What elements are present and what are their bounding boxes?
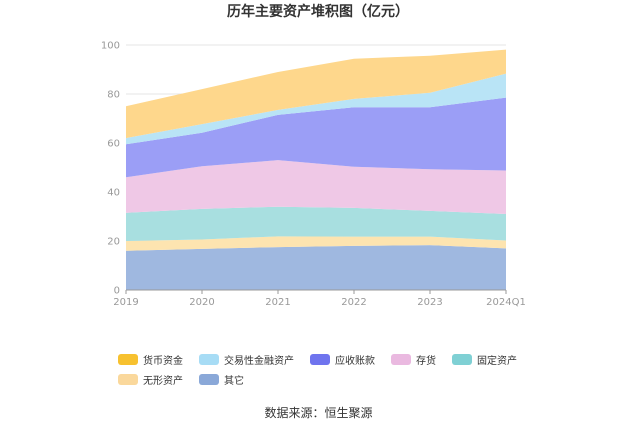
legend-item[interactable]: 应收账款	[310, 352, 375, 367]
source-note: 数据来源：恒生聚源	[264, 406, 373, 420]
legend-swatch	[118, 353, 138, 365]
area-series-5	[126, 73, 506, 145]
x-tick-label: 2022	[341, 297, 366, 308]
x-tick-label: 2021	[265, 297, 290, 308]
legend-label: 交易性金融资产	[224, 355, 294, 367]
legend-label: 货币资金	[143, 355, 183, 367]
legend-item[interactable]: 无形资产	[118, 372, 183, 387]
axes: 0 20 40 60 80 100 2019 2020 2021 2022 2023 2024Q1	[101, 41, 526, 309]
legend: 货币资金 交易性金融资产 应收账款 存货 固定资产无形资产 其它	[118, 352, 548, 387]
y-tick-label: 0	[114, 286, 120, 297]
y-tick-label: 100	[101, 41, 120, 52]
legend-label: 应收账款	[335, 355, 375, 367]
area-series-3	[126, 160, 506, 215]
area-series-2	[126, 206, 506, 241]
x-tick-label: 2020	[189, 297, 214, 308]
area-series-0	[126, 245, 506, 290]
legend-label: 无形资产	[143, 375, 183, 387]
x-tick-label: 2023	[417, 297, 442, 308]
area-series-4	[126, 97, 506, 178]
legend-swatch	[310, 353, 330, 365]
legend-swatch	[199, 373, 219, 385]
legend-label: 存货	[416, 355, 436, 367]
x-tick-label: 2024Q1	[486, 297, 526, 308]
y-tick-label: 20	[107, 237, 120, 248]
stacked-area-chart: 历年主要资产堆积图（亿元） 0 20 40 60 80 100 2019 2020 2021 20…	[101, 3, 526, 309]
legend-swatch	[118, 373, 138, 385]
y-tick-label: 80	[107, 90, 120, 101]
legend-item[interactable]: 货币资金	[118, 352, 183, 367]
legend-label: 其它	[224, 375, 244, 387]
legend-swatch	[391, 353, 411, 365]
legend-swatch	[199, 353, 219, 365]
y-tick-label: 40	[107, 188, 120, 199]
y-tick-label: 60	[107, 139, 120, 150]
legend-label: 固定资产	[477, 355, 517, 367]
area-series-group	[126, 49, 506, 290]
legend-item[interactable]: 固定资产	[452, 352, 517, 367]
legend-swatch	[452, 353, 472, 365]
legend-item[interactable]: 存货	[391, 352, 436, 367]
legend-item[interactable]: 其它	[199, 372, 244, 387]
area-series-6	[126, 49, 506, 139]
chart-title: 历年主要资产堆积图（亿元）	[227, 3, 409, 20]
area-series-1	[126, 236, 506, 251]
legend-item[interactable]: 交易性金融资产	[199, 352, 294, 367]
x-tick-label: 2019	[113, 297, 138, 308]
